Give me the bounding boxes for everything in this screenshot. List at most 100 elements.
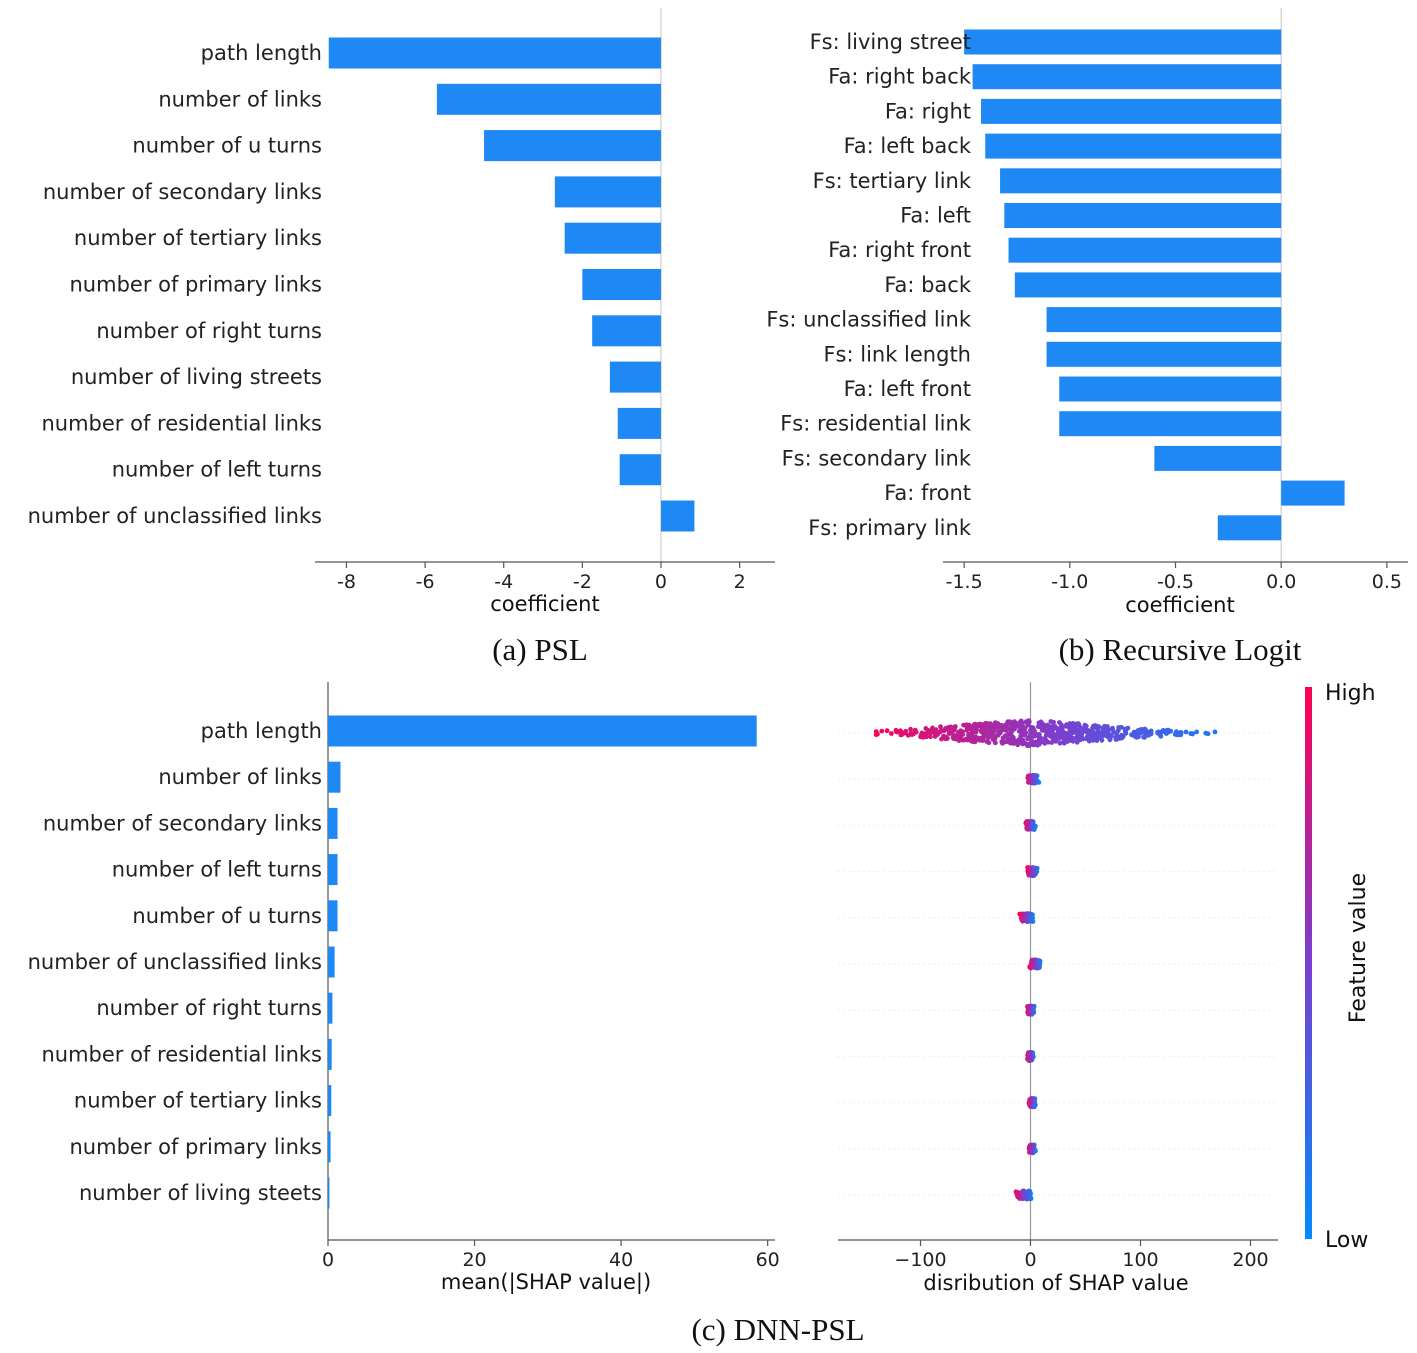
shap-point <box>963 736 969 742</box>
shap-point <box>1023 719 1029 725</box>
shap-point <box>1074 734 1080 740</box>
shap-point <box>923 731 928 737</box>
x-tick-label: 60 <box>756 1249 780 1271</box>
shap-point <box>1140 727 1145 733</box>
shap-point <box>1073 722 1079 727</box>
shap-point <box>1164 727 1170 733</box>
shap-point <box>928 734 933 740</box>
shap-point <box>1025 743 1030 749</box>
shap-point <box>1017 725 1023 731</box>
shap-point <box>918 734 923 740</box>
shap-point <box>1020 1195 1026 1201</box>
bar <box>582 269 661 300</box>
bar <box>985 133 1282 159</box>
shap-point <box>1018 718 1024 724</box>
shap-point <box>968 732 974 737</box>
shap-point <box>898 732 904 738</box>
bar <box>328 761 341 793</box>
shap-point <box>1174 732 1180 738</box>
bar <box>1059 376 1282 402</box>
shap-point <box>1020 911 1025 917</box>
shap-point <box>1158 733 1164 739</box>
shap-point <box>1085 735 1091 741</box>
colorbar-title: Feature value <box>1346 873 1371 1023</box>
category-label: Fa: right back <box>828 65 972 89</box>
x-tick-label: -1.0 <box>1051 571 1088 593</box>
shap-point <box>1022 732 1027 738</box>
category-label: Fa: front <box>884 481 971 505</box>
shap-point <box>1097 733 1103 739</box>
shap-point <box>1041 739 1047 745</box>
bar <box>964 29 1282 55</box>
dnn-bar-x-axis-label: mean(|SHAP value|) <box>441 1270 651 1295</box>
x-tick-label: -0.5 <box>1157 571 1194 593</box>
rl-x-axis-label: coefficient <box>1125 593 1234 617</box>
category-label: Fa: left front <box>844 377 971 401</box>
bar <box>617 407 661 439</box>
shap-point <box>1067 727 1073 732</box>
x-tick-label: -4 <box>494 571 513 593</box>
shap-point <box>1119 733 1124 739</box>
shap-point <box>1145 732 1151 738</box>
shap-point <box>975 723 981 729</box>
shap-point <box>1032 1102 1037 1108</box>
shap-point <box>1123 727 1129 733</box>
bar <box>660 500 695 532</box>
shap-point <box>986 735 991 741</box>
category-label: Fs: primary link <box>808 516 972 540</box>
shap-point <box>1178 730 1184 735</box>
shap-point <box>1055 730 1061 735</box>
rl-caption: (b) Recursive Logit <box>1059 632 1302 667</box>
shap-point <box>941 733 946 739</box>
shap-point <box>1028 918 1034 924</box>
shap-point <box>973 728 979 734</box>
shap-point <box>1024 1195 1030 1201</box>
shap-point <box>999 723 1005 728</box>
shap-point <box>1029 822 1035 828</box>
shap-point <box>1136 729 1141 735</box>
shap-point <box>950 735 956 740</box>
shap-point <box>992 722 998 728</box>
shap-point <box>1024 912 1029 918</box>
category-label: Fa: left <box>900 204 971 228</box>
shap-point <box>947 730 953 736</box>
shap-point <box>984 726 990 732</box>
shap-point <box>1155 730 1161 736</box>
bar <box>1281 480 1345 506</box>
bar <box>1217 515 1282 541</box>
shap-point <box>1023 917 1028 922</box>
bar <box>1004 203 1282 228</box>
shap-point <box>889 731 894 736</box>
shap-point <box>1030 959 1036 965</box>
shap-point <box>1104 733 1109 739</box>
shap-point <box>1042 736 1048 741</box>
bar <box>328 807 338 839</box>
shap-point <box>1034 962 1039 968</box>
category-label: number of tertiary links <box>74 1089 322 1113</box>
bar <box>1014 272 1282 298</box>
shap-point <box>1029 1145 1035 1151</box>
shap-point <box>1203 730 1209 736</box>
category-label: number of links <box>158 87 322 111</box>
bar <box>328 1177 330 1209</box>
category-label: number of left turns <box>112 858 322 882</box>
bar <box>328 854 338 886</box>
shap-point <box>1000 740 1005 746</box>
bar <box>328 715 757 747</box>
shap-point <box>1018 736 1024 742</box>
shap-point <box>967 726 973 732</box>
shap-point <box>1000 735 1006 741</box>
bar <box>564 222 661 254</box>
shap-point <box>1027 1053 1033 1059</box>
colorbar <box>1305 687 1312 1239</box>
category-label: number of right turns <box>96 319 322 343</box>
bar <box>328 1085 332 1117</box>
shap-point <box>1110 727 1115 733</box>
category-label: Fs: link length <box>823 342 971 366</box>
shap-point <box>1183 729 1189 735</box>
bar <box>328 1131 331 1163</box>
bar <box>1008 237 1282 263</box>
category-label: number of secondary links <box>43 180 322 204</box>
shap-point <box>955 733 961 739</box>
shap-point <box>1032 775 1037 780</box>
